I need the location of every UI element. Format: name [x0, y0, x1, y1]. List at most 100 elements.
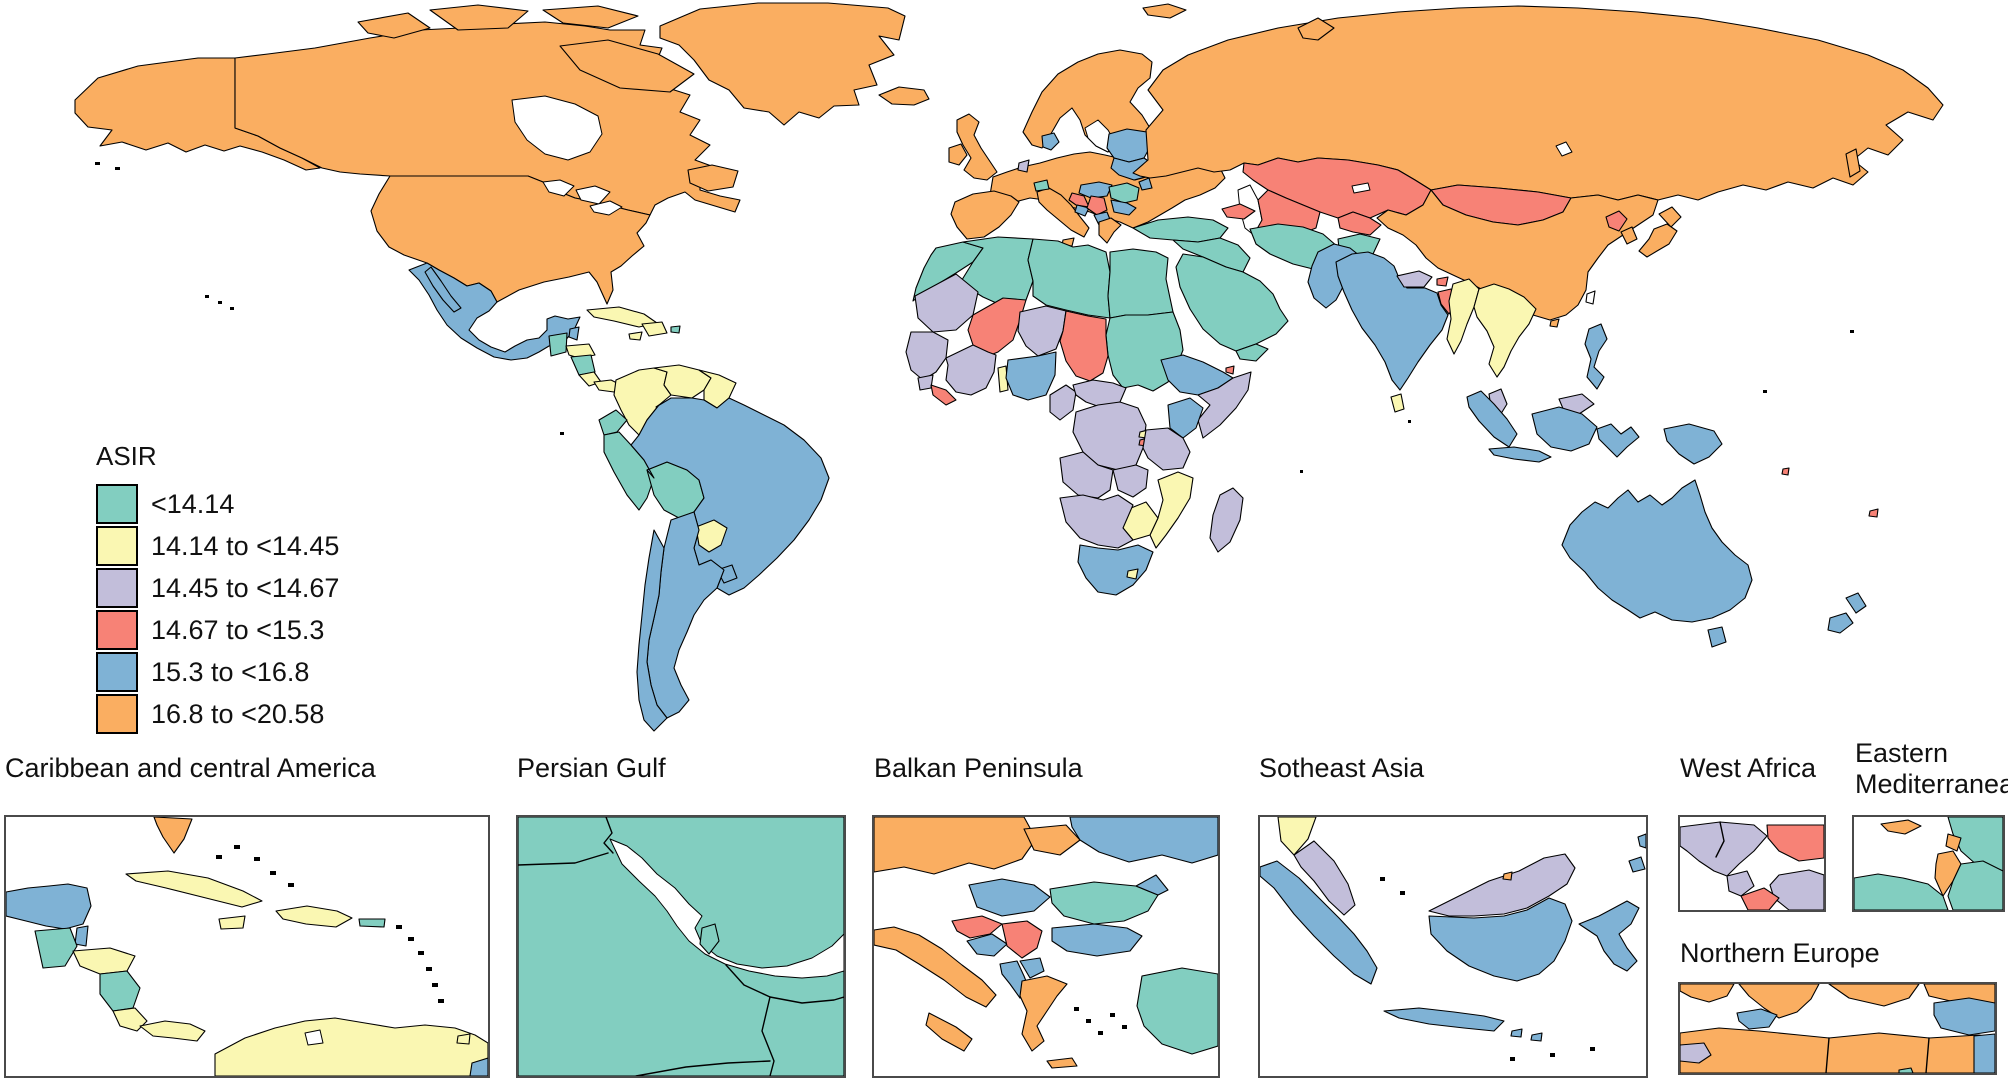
country-japan-south	[1638, 223, 1678, 258]
legend-row: <14.14	[96, 484, 339, 524]
inset-title-west-africa: West Africa	[1680, 753, 1817, 783]
inset-belarus-lithuania	[1973, 1033, 1995, 1073]
inset-norway	[1680, 984, 1735, 1003]
inset-lake-maracaibo	[304, 1029, 324, 1046]
inset-moldova	[1135, 874, 1169, 896]
legend-row: 15.3 to <16.8	[96, 652, 339, 692]
baja-california	[424, 266, 462, 313]
inset-ukraine	[1069, 817, 1218, 864]
region-ghana-ivory-coast	[945, 344, 997, 396]
inset-macedonia	[1019, 957, 1045, 979]
country-kenya	[1167, 397, 1204, 439]
island-svalbard	[1142, 3, 1187, 19]
country-belize	[568, 326, 580, 341]
country-mali	[967, 297, 1027, 359]
inset-persian-gulf-water	[609, 838, 844, 979]
inset-turkey	[1136, 967, 1218, 1055]
inset-serbia	[1001, 920, 1043, 959]
inset-germany-poland	[1680, 1027, 1995, 1073]
inset-bulgaria	[1051, 923, 1143, 957]
country-australia	[1561, 479, 1753, 623]
inset-croatia	[951, 915, 1003, 939]
inset-wa-border	[1715, 821, 1725, 858]
legend-row: 14.45 to <14.67	[96, 568, 339, 608]
legend-label-5: 15.3 to <16.8	[151, 656, 310, 687]
inset-netherlands	[1680, 1042, 1712, 1064]
inset-map-sotheast-asia	[1258, 815, 1648, 1078]
legend-label-2: 14.14 to <14.45	[151, 530, 340, 561]
inset-lebanon	[1945, 833, 1962, 852]
country-guatemala	[548, 332, 568, 357]
legend-row: 14.67 to <15.3	[96, 610, 339, 650]
country-philippines	[1584, 323, 1608, 390]
world-map	[74, 2, 1944, 732]
island-sumatra	[1466, 390, 1518, 448]
country-myanmar	[1446, 278, 1480, 355]
country-djibouti	[1225, 365, 1235, 375]
inset-israel	[1934, 850, 1962, 897]
inset-thailand	[1277, 817, 1317, 856]
inset-panama	[139, 1020, 206, 1042]
inset-java	[1383, 1007, 1505, 1032]
country-iceland	[878, 86, 930, 106]
country-denmark	[1041, 132, 1060, 151]
island-sulawesi	[1596, 423, 1640, 458]
great-lakes-3	[589, 200, 623, 216]
inset-maluku-1	[1628, 856, 1646, 873]
inset-denmark	[1736, 1008, 1778, 1030]
country-lesotho	[1126, 568, 1139, 580]
inset-cyprus	[1880, 819, 1922, 835]
country-greece	[1098, 217, 1122, 244]
island-novaya-zemlya	[1297, 17, 1335, 41]
region-iberia	[950, 190, 1020, 240]
island-puerto-rico	[670, 325, 681, 334]
lake-balkhash	[1351, 182, 1371, 194]
inset-guatemala	[34, 927, 78, 969]
country-south-korea	[1620, 226, 1638, 245]
inset-title-northern-europe: Northern Europe	[1680, 938, 1880, 968]
country-nigeria	[1005, 351, 1057, 401]
country-uk	[956, 113, 998, 181]
arctic-islands-3	[542, 5, 639, 29]
inset-jordan	[1947, 860, 2003, 910]
arctic-islands-2	[357, 12, 431, 39]
country-serbia	[1086, 195, 1108, 216]
legend-swatch-6	[96, 694, 138, 734]
legend-label-4: 14.67 to <15.3	[151, 614, 325, 645]
inset-title-caribbean: Caribbean and central America	[5, 753, 376, 783]
country-bulgaria	[1110, 199, 1137, 216]
legend-swatch-1	[96, 484, 138, 524]
inset-senegal-guinea	[1680, 821, 1768, 877]
country-egypt	[1107, 248, 1174, 319]
hudson-bay	[511, 95, 603, 161]
country-niger	[1017, 305, 1067, 357]
legend: ASIR <14.14 14.14 to <14.45 14.45 to <14…	[96, 441, 339, 736]
inset-belize	[74, 925, 89, 947]
legend-swatch-5	[96, 652, 138, 692]
country-mauritania	[914, 273, 979, 333]
inset-title-eastern-mediterranean: Eastern Mediterranean	[1855, 738, 2008, 799]
country-angola	[1059, 451, 1114, 499]
region-indochina	[1473, 283, 1537, 378]
legend-swatch-2	[96, 526, 138, 566]
country-nicaragua	[570, 354, 596, 376]
country-chile	[636, 529, 668, 732]
region-namibia-botswana	[1059, 494, 1134, 549]
country-china	[1376, 189, 1659, 321]
country-italy	[1036, 187, 1090, 238]
island-kalimantan	[1531, 406, 1598, 452]
inset-puerto-rico	[358, 918, 386, 928]
inset-border-saudi-south	[635, 1060, 771, 1076]
country-cameroon	[1049, 384, 1077, 421]
region-togo-benin	[997, 365, 1009, 393]
country-chad	[1059, 310, 1109, 382]
island-sakhalin	[1845, 148, 1861, 178]
inset-hispaniola	[275, 905, 353, 928]
legend-row: 16.8 to <20.58	[96, 694, 339, 734]
inset-finland	[1828, 984, 1920, 1007]
legend-label-1: <14.14	[151, 488, 235, 519]
great-lakes-2	[575, 185, 611, 205]
country-mexico	[408, 262, 581, 361]
inset-lombok	[1530, 1032, 1543, 1042]
island-new-guinea	[1663, 423, 1723, 465]
